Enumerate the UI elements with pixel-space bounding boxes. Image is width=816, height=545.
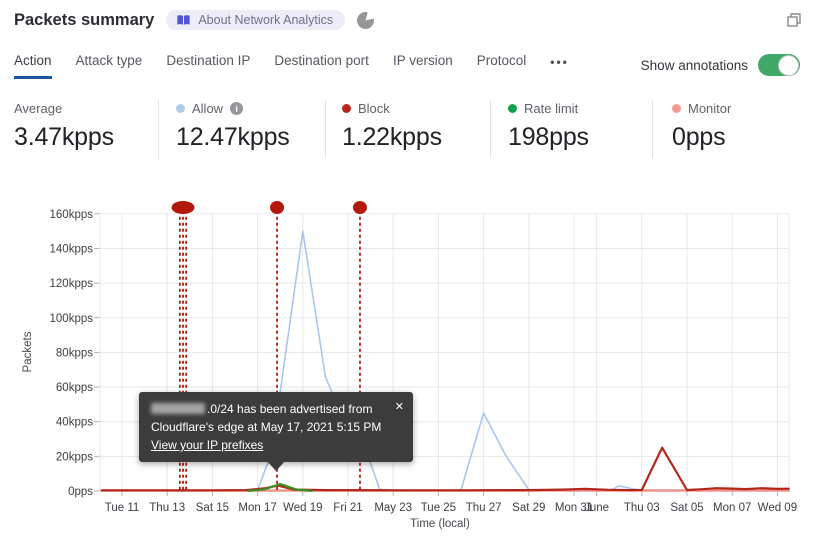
stat-divider [325, 100, 326, 158]
annotation-marker[interactable] [171, 201, 195, 214]
y-tick-label: 120kpps [50, 278, 94, 290]
x-tick-label: Sat 29 [512, 502, 545, 514]
x-tick-label: Sat 15 [196, 502, 229, 514]
usage-donut-icon[interactable] [357, 11, 375, 29]
x-tick-label: Mon 31 [555, 502, 593, 514]
stat-block-label: Block [358, 101, 390, 116]
stat-divider [158, 100, 159, 158]
view-ip-prefixes-link[interactable]: View your IP prefixes [151, 438, 264, 452]
y-tick-label: 0pps [68, 486, 93, 498]
y-tick-label: 40kpps [56, 417, 93, 429]
y-tick-label: 140kpps [50, 243, 94, 255]
stat-rate-limit: Rate limit 198pps [508, 101, 589, 152]
y-tick-label: 100kpps [50, 313, 94, 325]
y-tick-label: 60kpps [56, 382, 93, 394]
x-tick-label: Thu 13 [149, 502, 185, 514]
stat-rate-limit-value: 198pps [508, 123, 589, 151]
badge-label: About Network Analytics [198, 13, 334, 27]
tooltip-line-1-text: .0/24 has been advertised from [207, 402, 373, 416]
stat-divider [490, 100, 491, 158]
info-icon[interactable]: i [230, 102, 244, 115]
stat-allow: Allow i 12.47kpps [176, 101, 290, 152]
y-tick-label: 20kpps [56, 451, 93, 463]
stat-allow-value: 12.47kpps [176, 123, 290, 151]
tab-action[interactable]: Action [14, 53, 52, 79]
tooltip-close-icon[interactable]: ✕ [394, 401, 404, 413]
tab-attack-type[interactable]: Attack type [75, 53, 143, 68]
stat-allow-label: Allow [192, 101, 224, 116]
x-tick-label: Mon 07 [713, 502, 751, 514]
tab-protocol[interactable]: Protocol [476, 53, 527, 68]
show-annotations-control: Show annotations [641, 54, 800, 76]
monitor-dot [672, 104, 681, 113]
book-icon [177, 14, 190, 25]
block-dot [342, 104, 351, 113]
x-tick-label: Sat 05 [670, 502, 703, 514]
tab-destination-ip[interactable]: Destination IP [166, 53, 251, 68]
annotation-tooltip: .0/24 has been advertised from Cloudflar… [139, 392, 413, 471]
redacted-ip-prefix [151, 403, 205, 414]
annotation-marker[interactable] [270, 201, 285, 214]
stat-block-value: 1.22kpps [342, 123, 442, 151]
stat-divider [652, 100, 653, 158]
x-tick-label: Thu 27 [466, 502, 502, 514]
stat-block: Block 1.22kpps [342, 101, 442, 152]
y-tick-label: 160kpps [50, 209, 94, 221]
x-tick-label: Thu 03 [624, 502, 660, 514]
x-tick-label: Tue 11 [105, 502, 140, 514]
annotation-marker[interactable] [352, 201, 367, 214]
x-tick-label: Fri 21 [333, 502, 362, 514]
y-tick-label: 80kpps [56, 347, 93, 359]
stat-monitor-value: 0pps [672, 123, 726, 151]
stat-monitor: Monitor 0pps [672, 101, 731, 152]
annotations-toggle[interactable] [758, 54, 800, 76]
header: Packets summary About Network Analytics [14, 10, 375, 30]
stat-rate-limit-label: Rate limit [524, 101, 579, 116]
x-tick-label: Mon 17 [238, 502, 276, 514]
x-tick-label: Tue 25 [421, 502, 456, 514]
allow-dot [176, 104, 185, 113]
x-tick-label: June [584, 502, 609, 514]
x-tick-label: May 23 [374, 502, 412, 514]
toggle-knob [778, 54, 799, 76]
popout-copy-icon[interactable] [786, 12, 802, 28]
tooltip-caret [267, 461, 285, 471]
x-axis-title: Time (local) [410, 518, 470, 530]
page-title: Packets summary [14, 10, 155, 29]
stat-average-value: 3.47kpps [14, 123, 114, 151]
stat-average: Average 3.47kpps [14, 101, 114, 152]
tooltip-line-1: .0/24 has been advertised from [151, 400, 387, 418]
dimension-tabs: Action Attack type Destination IP Destin… [14, 53, 569, 79]
series-line-rate-limit [247, 483, 313, 492]
about-network-analytics-badge[interactable]: About Network Analytics [166, 10, 346, 30]
x-tick-label: Wed 19 [283, 502, 322, 514]
rate-limit-dot [508, 104, 517, 113]
tabs-more-icon[interactable]: ••• [550, 55, 569, 69]
stat-monitor-label: Monitor [688, 101, 732, 116]
x-tick-label: Wed 09 [758, 502, 797, 514]
y-axis-title: Packets [22, 331, 34, 373]
tab-destination-port[interactable]: Destination port [274, 53, 369, 68]
stat-average-label: Average [14, 101, 63, 116]
tooltip-line-2: Cloudflare's edge at May 17, 2021 5:15 P… [151, 420, 382, 434]
show-annotations-label: Show annotations [640, 57, 748, 73]
tab-ip-version[interactable]: IP version [392, 53, 453, 68]
